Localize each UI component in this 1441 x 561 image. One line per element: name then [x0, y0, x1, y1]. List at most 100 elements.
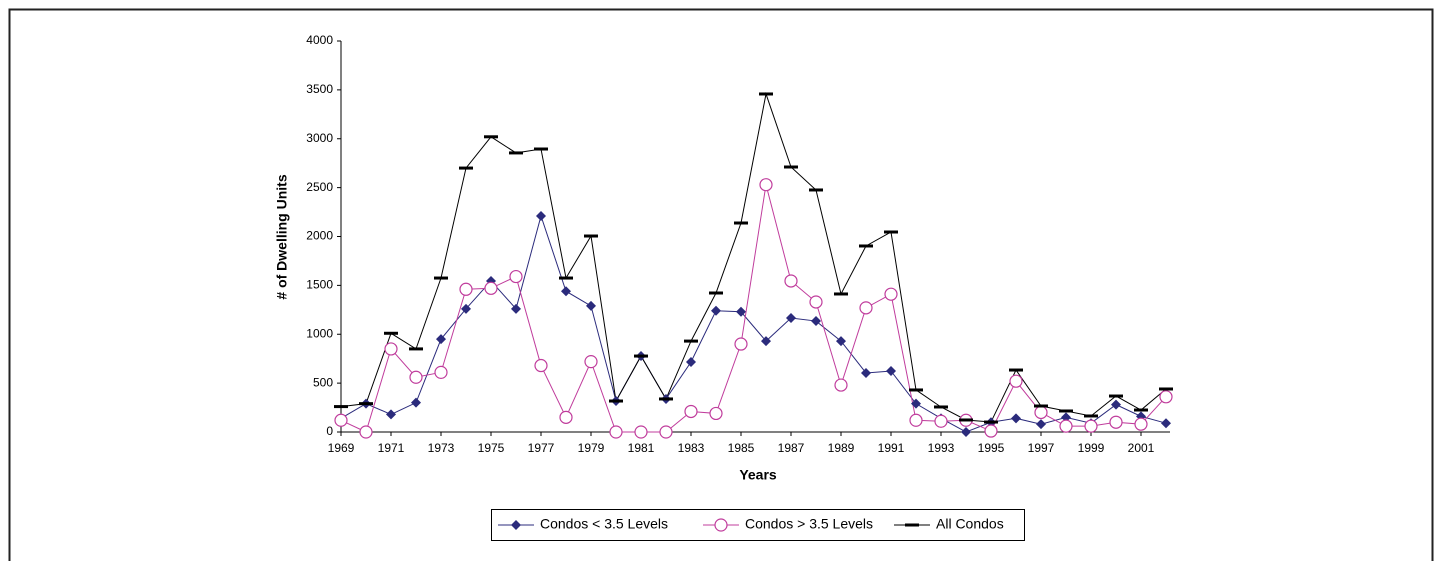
- series-line: [340, 214, 1167, 433]
- marker: [1161, 418, 1171, 429]
- legend-label: Condos < 3.5 Levels: [540, 516, 668, 532]
- marker: [809, 188, 823, 192]
- marker: [1034, 405, 1048, 420]
- marker: [684, 339, 698, 343]
- x-tick-label: 1977: [528, 441, 555, 455]
- marker: [511, 303, 521, 314]
- x-tick-label: 1985: [728, 441, 755, 455]
- x-tick-label: 1975: [478, 441, 505, 455]
- marker: [459, 166, 473, 170]
- marker: [959, 418, 973, 422]
- marker: [759, 178, 773, 192]
- marker: [634, 354, 648, 358]
- marker: [836, 336, 846, 347]
- marker: [1111, 399, 1121, 410]
- marker: [534, 147, 548, 151]
- legend-label: All Condos: [936, 516, 1004, 532]
- marker: [386, 409, 396, 420]
- marker: [459, 282, 473, 296]
- legend-marker: [511, 520, 521, 530]
- marker: [1036, 419, 1046, 430]
- marker: [934, 405, 948, 409]
- x-tick-label: 1981: [628, 441, 655, 455]
- y-tick-label: 3500: [306, 82, 333, 96]
- marker: [884, 230, 898, 234]
- x-tick-label: 1989: [828, 441, 855, 455]
- y-tick-label: 3000: [306, 131, 333, 145]
- marker: [1009, 374, 1023, 388]
- marker: [634, 425, 648, 439]
- x-tick-label: 1987: [778, 441, 805, 455]
- y-tick-label: 1500: [306, 278, 333, 292]
- marker: [786, 313, 796, 324]
- marker: [484, 281, 498, 295]
- marker: [384, 342, 398, 356]
- legend-label: Condos > 3.5 Levels: [745, 516, 873, 532]
- marker: [909, 413, 923, 427]
- marker: [884, 287, 898, 301]
- series-line: [340, 92, 1167, 423]
- marker: [584, 355, 598, 369]
- legend-box: [491, 509, 1025, 541]
- marker: [1159, 387, 1173, 391]
- y-tick-label: 0: [326, 424, 333, 438]
- marker: [359, 425, 373, 439]
- marker: [536, 210, 546, 221]
- y-axis-title: # of Dwelling Units: [274, 174, 290, 299]
- marker: [909, 388, 923, 392]
- x-tick-label: 1991: [878, 441, 905, 455]
- marker: [461, 303, 471, 314]
- y-tick-label: 1000: [306, 326, 333, 340]
- x-tick-label: 1971: [378, 441, 405, 455]
- marker: [434, 276, 448, 280]
- marker: [711, 305, 721, 316]
- marker: [509, 269, 523, 284]
- marker: [709, 406, 723, 421]
- marker: [561, 286, 571, 297]
- x-tick-label: 2001: [1128, 441, 1155, 455]
- y-tick-label: 2500: [306, 180, 333, 194]
- marker: [684, 404, 698, 419]
- x-tick-label: 1995: [978, 441, 1005, 455]
- marker: [834, 292, 848, 296]
- marker: [911, 398, 921, 409]
- marker: [1109, 415, 1123, 429]
- y-tick-label: 4000: [306, 33, 333, 47]
- marker: [409, 347, 423, 351]
- marker: [859, 244, 873, 248]
- marker: [559, 410, 573, 424]
- marker: [961, 427, 971, 437]
- marker: [534, 358, 548, 373]
- marker: [584, 234, 598, 238]
- x-tick-label: 1993: [928, 441, 955, 455]
- x-tick-label: 1969: [328, 441, 355, 455]
- marker: [934, 414, 948, 428]
- marker: [1061, 412, 1071, 423]
- marker: [1159, 390, 1173, 404]
- y-tick-label: 500: [313, 375, 333, 389]
- marker: [859, 301, 873, 315]
- y-tick-label: 2000: [306, 229, 333, 243]
- marker: [759, 92, 773, 96]
- marker: [384, 331, 398, 335]
- marker: [686, 357, 696, 368]
- marker: [1034, 404, 1048, 408]
- x-tick-label: 1979: [578, 441, 605, 455]
- marker: [359, 402, 373, 406]
- marker: [334, 405, 348, 409]
- marker: [984, 424, 998, 438]
- marker: [609, 399, 623, 403]
- x-tick-label: 1999: [1078, 441, 1105, 455]
- marker: [761, 336, 771, 347]
- marker: [811, 316, 821, 327]
- marker: [1134, 417, 1148, 431]
- marker: [409, 370, 423, 384]
- marker: [659, 397, 673, 401]
- x-tick-label: 1973: [428, 441, 455, 455]
- marker: [886, 366, 896, 377]
- marker: [809, 295, 823, 309]
- marker: [659, 425, 673, 439]
- marker: [1134, 408, 1148, 412]
- frame: [8, 8, 1434, 561]
